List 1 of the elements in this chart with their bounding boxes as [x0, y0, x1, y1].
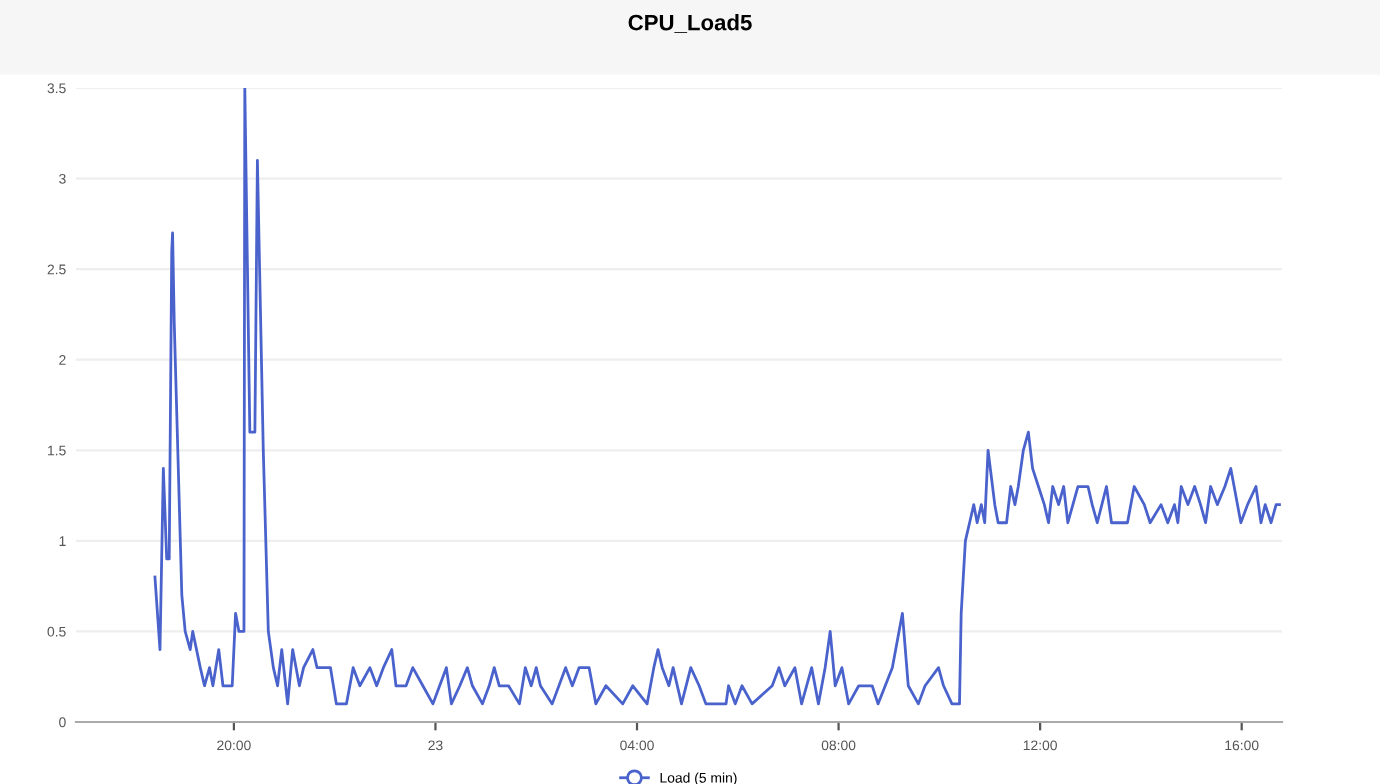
- chart-title: CPU_Load5: [628, 14, 752, 33]
